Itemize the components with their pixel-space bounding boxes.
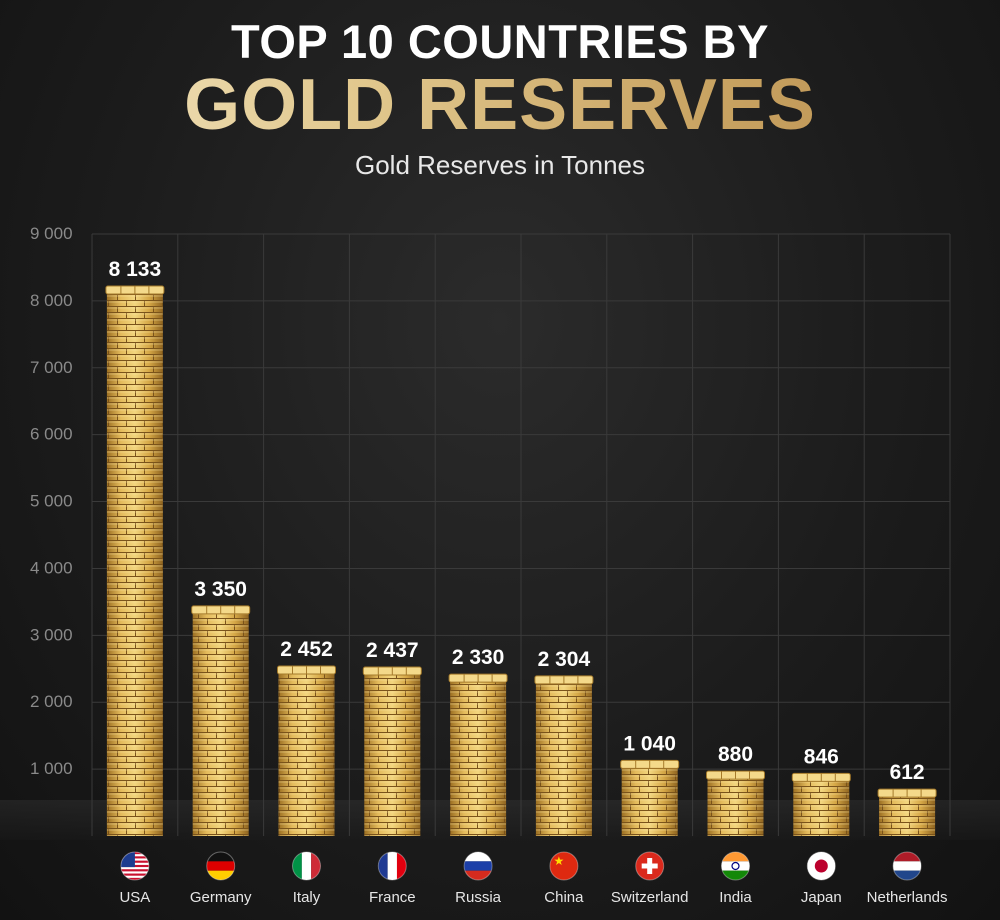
bar-bricks xyxy=(535,681,592,836)
x-tick-label: China xyxy=(544,889,584,906)
bar-japan xyxy=(791,772,851,836)
value-label: 2 330 xyxy=(452,646,505,669)
y-tick-label: 6 000 xyxy=(30,425,73,444)
x-tick-label: France xyxy=(369,889,416,906)
bar-germany xyxy=(191,605,251,836)
bar-bricks xyxy=(707,777,764,836)
flag-japan-icon xyxy=(806,851,836,881)
bar-netherlands xyxy=(877,788,937,836)
value-label: 8 133 xyxy=(109,258,162,281)
value-label: 1 040 xyxy=(623,732,676,755)
bar-russia xyxy=(448,673,508,836)
flag-france-icon xyxy=(377,851,407,881)
x-axis: USA Germany Italy France Russia ★ China Switzer… xyxy=(119,851,948,906)
bar-bricks xyxy=(793,779,850,836)
flag-germany-icon xyxy=(206,851,236,881)
value-label: 880 xyxy=(718,743,753,766)
bar-india xyxy=(706,770,765,836)
bar-bricks xyxy=(192,611,249,836)
bar-bricks xyxy=(364,672,421,836)
flag-china-icon: ★ xyxy=(549,851,579,881)
flag-russia-icon xyxy=(463,851,493,881)
flag-italy-icon xyxy=(292,851,321,881)
y-tick-label: 5 000 xyxy=(30,492,73,511)
bar-bricks xyxy=(621,766,678,836)
bar-france xyxy=(362,666,422,836)
x-tick-label: Japan xyxy=(801,889,842,906)
bar-switzerland xyxy=(620,759,680,836)
svg-text:★: ★ xyxy=(554,854,565,868)
value-label: 2 452 xyxy=(280,638,333,661)
y-tick-label: 3 000 xyxy=(30,625,73,644)
value-label: 846 xyxy=(804,745,839,768)
title-line-1: TOP 10 COUNTRIES BY xyxy=(231,15,769,68)
bar-bricks xyxy=(450,680,507,836)
bar-china xyxy=(534,675,594,836)
flag-netherlands-icon xyxy=(892,851,922,881)
y-tick-label: 2 000 xyxy=(30,692,73,711)
y-tick-label: 4 000 xyxy=(30,558,73,577)
value-labels: 8 133 3 350 2 452 2 437 2 330 2 304 1 040 880 84… xyxy=(109,258,925,784)
flag-india-icon xyxy=(721,851,750,881)
flag-switzerland-icon xyxy=(635,851,665,881)
title-line-2: GOLD RESERVES xyxy=(0,64,1000,146)
value-label: 2 304 xyxy=(538,648,591,671)
bar-italy xyxy=(277,665,336,836)
x-tick-label: Switzerland xyxy=(611,889,689,906)
bar-bricks xyxy=(879,795,936,836)
x-tick-label: India xyxy=(719,889,752,906)
y-tick-label: 7 000 xyxy=(30,358,73,377)
y-tick-label: 9 000 xyxy=(30,224,73,243)
value-label: 612 xyxy=(890,761,925,784)
value-label: 3 350 xyxy=(194,578,247,601)
value-label: 2 437 xyxy=(366,639,419,662)
x-tick-label: Russia xyxy=(455,889,502,906)
x-tick-label: Italy xyxy=(293,889,321,906)
bar-usa xyxy=(105,285,165,836)
x-tick-label: Netherlands xyxy=(867,889,948,906)
bar-bricks xyxy=(106,291,163,836)
y-tick-label: 8 000 xyxy=(30,291,73,310)
bar-bricks xyxy=(278,671,335,836)
y-tick-label: 1 000 xyxy=(30,759,73,778)
flag-usa-icon xyxy=(120,851,150,881)
x-tick-label: USA xyxy=(119,889,150,906)
bars xyxy=(105,285,937,836)
chart-subtitle: Gold Reserves in Tonnes xyxy=(354,150,645,180)
x-tick-label: Germany xyxy=(190,889,252,906)
